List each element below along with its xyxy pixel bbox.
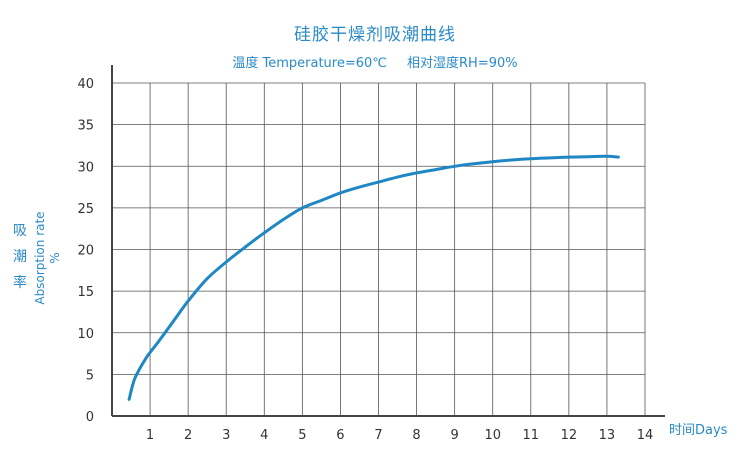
y-tick-label: 15 [77,285,94,300]
x-tick-label: 1 [146,428,154,443]
y-tick-label: 5 [86,368,94,383]
axes [111,65,665,417]
y-tick-label: 0 [86,410,94,425]
y-label-char: 吸 [13,223,27,239]
chart-title: 硅胶干燥剂吸潮曲线 [294,25,456,45]
x-tick-label: 11 [523,428,540,443]
x-tick-label: 6 [336,428,344,443]
x-tick-label: 12 [561,428,578,443]
x-tick-label: 7 [374,428,382,443]
series-lines [127,154,620,401]
grid [112,82,646,416]
y-tick-label: 30 [77,160,94,175]
x-tick-labels: 1 2 3 4 5 6 7 8 9 10 11 12 13 14 [146,428,653,443]
y-tick-label: 20 [77,244,94,259]
x-tick-label: 14 [637,428,654,443]
y-tick-labels: 0 5 10 15 20 25 30 35 40 [77,77,94,425]
y-label-char: 潮 [13,249,27,265]
x-tick-label: 8 [412,428,420,443]
x-tick-label: 3 [222,428,230,443]
y-tick-label: 35 [77,119,94,134]
y-tick-label: 25 [77,202,94,217]
y-axis-label-cn: 吸 潮 率 [10,218,30,296]
y-label-char: 率 [13,275,27,291]
x-tick-label: 10 [484,428,501,443]
y-tick-label: 10 [77,327,94,342]
subtitle-temperature: 温度 Temperature=60℃ [232,56,387,71]
subtitle-humidity: 相对湿度RH=90% [407,56,518,71]
y-tick-label: 40 [77,77,94,92]
chart-subtitle: 温度 Temperature=60℃ 相对湿度RH=90% [0,52,750,71]
x-tick-label: 5 [298,428,306,443]
x-tick-label: 13 [599,428,616,443]
x-axis-label: 时间Days [669,423,728,438]
x-tick-label: 4 [260,428,268,443]
series-line [127,154,620,401]
x-tick-label: 2 [184,428,192,443]
x-tick-label: 9 [451,428,459,443]
